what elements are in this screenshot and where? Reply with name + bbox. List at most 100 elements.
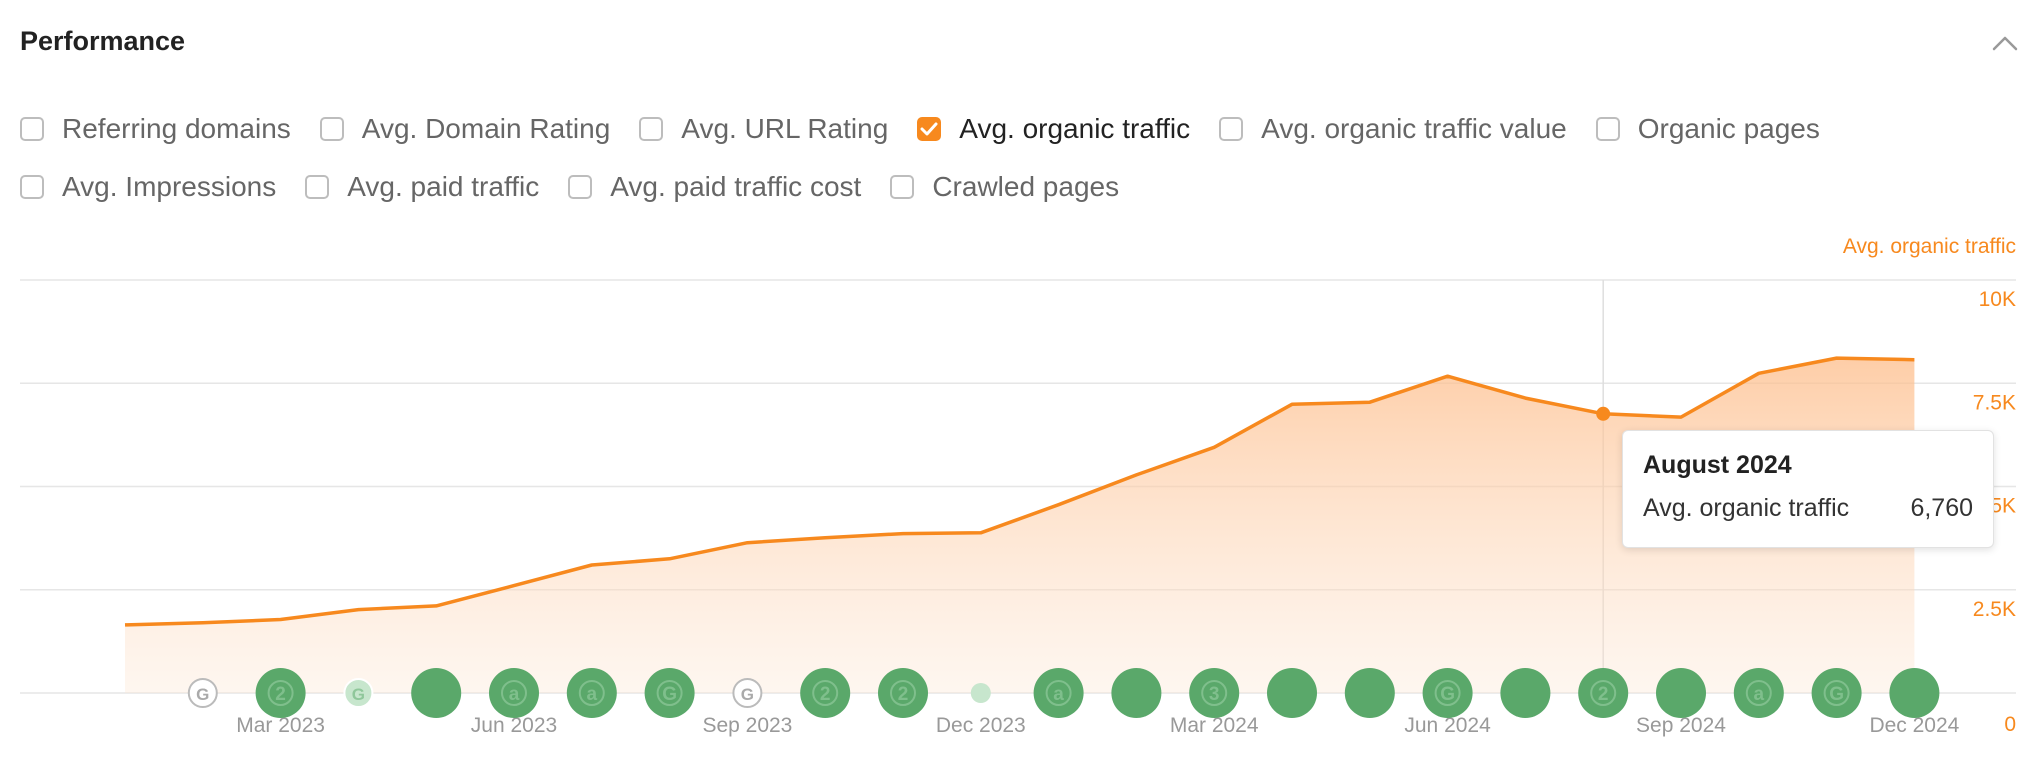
checkbox[interactable]: [639, 117, 664, 141]
checkbox[interactable]: [568, 175, 593, 199]
update-marker-ring: [656, 680, 683, 706]
y-axis-title: Avg. organic traffic: [1843, 235, 2016, 258]
series-line: [124, 356, 1915, 627]
metric-organic-pages[interactable]: Organic pages: [1595, 113, 1820, 145]
tooltip-row: Avg. organic traffic 6,760: [1643, 494, 1973, 523]
update-marker-ring: [1823, 680, 1850, 706]
x-tick-label: Sep 2024: [1636, 714, 1726, 737]
x-tick-label: Jun 2024: [1404, 714, 1491, 737]
metric-label: Referring domains: [62, 113, 291, 144]
metric-avg-paid-traffic[interactable]: Avg. paid traffic: [305, 171, 539, 203]
metric-label: Avg. organic traffic: [959, 113, 1191, 144]
update-marker-label: G: [741, 685, 754, 704]
checkbox[interactable]: [1219, 117, 1244, 141]
check-icon: [920, 122, 938, 136]
update-marker: [1267, 668, 1317, 718]
metric-row-1: Referring domains Avg. Domain Rating Avg…: [20, 100, 2010, 158]
y-tick-label: 5K: [1990, 495, 2016, 518]
update-marker-label: 2: [275, 684, 286, 705]
update-marker: [1811, 668, 1862, 718]
update-marker: [411, 668, 462, 718]
x-tick-label: Dec 2024: [1869, 714, 1959, 737]
update-marker-ring: [578, 680, 605, 706]
update-marker-ring: [812, 680, 839, 706]
checkbox[interactable]: [20, 175, 44, 199]
tooltip-metric: Avg. organic traffic: [1643, 494, 1850, 522]
update-marker-ring: [1045, 680, 1072, 706]
update-marker: [878, 668, 928, 718]
update-marker-label: G: [1440, 684, 1455, 705]
chevron-up-icon: [1992, 36, 2018, 51]
update-marker-ring: [890, 680, 916, 706]
update-marker: [1422, 668, 1473, 718]
update-marker: [1344, 668, 1395, 718]
metric-avg-impressions[interactable]: Avg. Impressions: [20, 171, 276, 203]
x-tick-label: Mar 2024: [1170, 714, 1259, 737]
x-tick-label: Jun 2023: [471, 714, 557, 737]
metric-label: Avg. Impressions: [62, 171, 277, 202]
checkbox[interactable]: [890, 175, 915, 199]
metric-crawled-pages[interactable]: Crawled pages: [890, 171, 1119, 203]
update-marker-label: a: [1053, 684, 1064, 705]
metric-label: Organic pages: [1637, 113, 1820, 144]
update-marker: [644, 668, 695, 718]
y-tick-label: 0: [2004, 713, 2016, 736]
checkbox[interactable]: [20, 117, 44, 141]
update-marker: [255, 668, 306, 718]
collapse-button[interactable]: [1990, 28, 2020, 58]
metric-label: Avg. paid traffic: [347, 171, 540, 202]
chart-tooltip: August 2024 Avg. organic traffic 6,760: [1622, 430, 1994, 548]
checkbox[interactable]: [319, 117, 344, 141]
panel-title: Performance: [20, 26, 186, 56]
update-marker: [343, 678, 374, 708]
update-marker-ring: [501, 680, 527, 706]
metric-row-2: Avg. Impressions Avg. paid traffic Avg. …: [20, 158, 2010, 216]
update-marker-ring: [267, 680, 294, 706]
update-marker: [970, 683, 991, 703]
y-tick-label: 7.5K: [1973, 391, 2016, 414]
metric-avg-url-rating[interactable]: Avg. URL Rating: [639, 113, 888, 145]
metric-label: Avg. paid traffic cost: [610, 171, 862, 202]
update-marker: [566, 668, 617, 718]
update-marker-label: G: [662, 684, 677, 705]
x-tick-label: Mar 2023: [236, 714, 325, 737]
metric-label: Avg. URL Rating: [681, 113, 889, 144]
update-marker-label: G: [1829, 684, 1844, 705]
update-marker: [1733, 668, 1784, 718]
update-marker: [1500, 668, 1551, 718]
update-marker: [187, 678, 218, 708]
update-marker: [1033, 668, 1084, 718]
update-marker-label: 2: [1598, 684, 1609, 705]
metric-referring-domains[interactable]: Referring domains: [20, 113, 291, 145]
y-tick-label: 2.5K: [1973, 598, 2016, 621]
tooltip-value: 6,760: [1910, 494, 1973, 522]
update-marker: [1578, 668, 1629, 718]
update-marker: [1111, 668, 1162, 718]
x-tick-label: Sep 2023: [702, 714, 792, 737]
update-marker-label: a: [1754, 684, 1765, 705]
update-marker: [489, 668, 539, 718]
checkbox[interactable]: [305, 175, 330, 199]
update-marker-ring: [1745, 680, 1772, 706]
metric-avg-organic-traffic[interactable]: Avg. organic traffic: [917, 113, 1190, 145]
update-marker: [800, 668, 851, 718]
update-marker-ring: [1201, 680, 1228, 706]
metric-selector: Referring domains Avg. Domain Rating Avg…: [20, 100, 2010, 216]
update-marker-label: G: [196, 685, 209, 704]
metric-avg-organic-traffic-value[interactable]: Avg. organic traffic value: [1219, 113, 1567, 145]
checkbox-checked[interactable]: [917, 117, 942, 141]
x-tick-label: Dec 2023: [936, 714, 1026, 737]
update-marker-label: a: [587, 684, 598, 705]
update-marker: [732, 678, 763, 708]
metric-label: Crawled pages: [932, 171, 1120, 202]
tooltip-title: August 2024: [1643, 451, 1792, 479]
update-marker-label: 2: [820, 684, 831, 705]
metric-avg-domain-rating[interactable]: Avg. Domain Rating: [319, 113, 610, 145]
update-marker: [1189, 668, 1240, 718]
metric-avg-paid-traffic-cost[interactable]: Avg. paid traffic cost: [568, 171, 861, 203]
update-marker-ring: [1590, 680, 1617, 706]
update-marker: [1889, 668, 1940, 718]
checkbox[interactable]: [1595, 117, 1620, 141]
